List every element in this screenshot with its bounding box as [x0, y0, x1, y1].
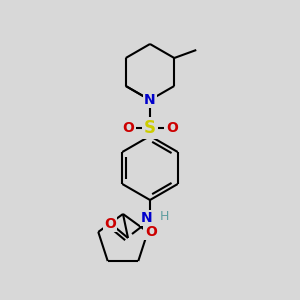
Text: S: S — [144, 119, 156, 137]
Text: O: O — [145, 225, 157, 239]
Text: H: H — [159, 209, 169, 223]
Text: O: O — [122, 121, 134, 135]
Text: O: O — [166, 121, 178, 135]
Text: N: N — [144, 93, 156, 107]
Text: N: N — [141, 211, 153, 225]
Text: O: O — [104, 217, 116, 231]
